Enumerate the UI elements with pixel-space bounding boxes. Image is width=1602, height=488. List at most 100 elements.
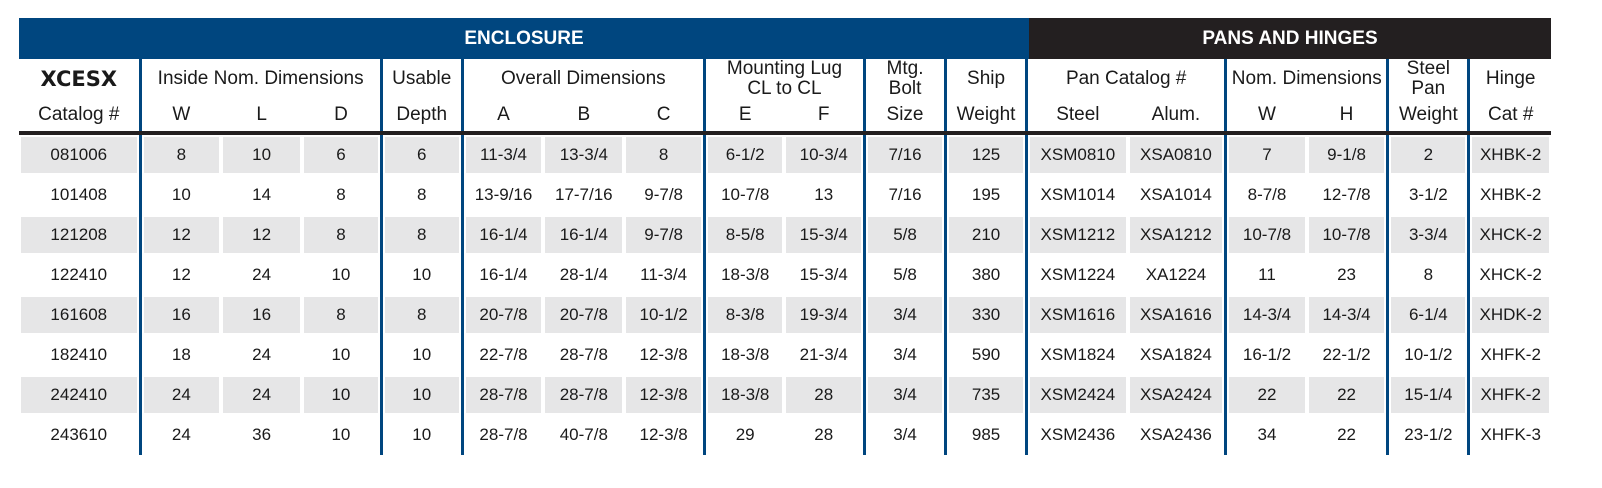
cell-pan-h: 22 xyxy=(1306,375,1388,415)
cell-catalog: 243610 xyxy=(50,425,108,444)
cell-c: 10-1/2 xyxy=(624,295,705,335)
ship-header: Ship xyxy=(944,59,1027,99)
w-subheader: W xyxy=(138,99,222,135)
cell-depth: 6 xyxy=(379,133,463,175)
cell-catalog: 121208 xyxy=(19,215,141,255)
cell-pan-weight: 3-1/2 xyxy=(1386,175,1469,215)
cell-f: 19-3/4 xyxy=(784,295,865,335)
cell-pan-alum: XSA1616 xyxy=(1127,295,1226,335)
cell-f: 13 xyxy=(814,185,834,204)
cell-a: 16-1/4 xyxy=(460,215,544,255)
cell-d: 8 xyxy=(302,295,382,335)
cell-hinge-cat: XHCK-2 xyxy=(1467,215,1551,255)
cell-e: 18-3/8 xyxy=(702,375,785,415)
cell-b: 17-7/16 xyxy=(554,185,613,204)
cell-depth: 8 xyxy=(379,175,463,215)
cell-b: 20-7/8 xyxy=(543,295,625,335)
cell-pan-weight: 10-1/2 xyxy=(1386,335,1469,375)
spec-table: ENCLOSURE PANS AND HINGES XCESX Inside N… xyxy=(19,18,1551,455)
cell-bolt-size: 5/8 xyxy=(862,215,946,255)
cell-depth: 10 xyxy=(379,255,463,295)
cell-pan-w: 16-1/2 xyxy=(1224,335,1307,375)
cell-depth: 8 xyxy=(379,295,463,335)
steel-pan-header: Steel Pan xyxy=(1386,59,1469,99)
cell-l: 12 xyxy=(221,215,303,255)
c-subheader: C xyxy=(624,99,705,135)
cell-c: 8 xyxy=(624,133,705,175)
brand-label: XCESX xyxy=(40,67,118,91)
table-body: 081006 8 10 6 6 11-3/4 13-3/4 8 6-1/2 10-3/4 7/16 1… xyxy=(19,133,1551,455)
cell-b: 28-7/8 xyxy=(543,375,625,415)
cell-depth: 10 xyxy=(379,415,463,455)
cell-a: 11-3/4 xyxy=(460,133,544,175)
cell-e: 29 xyxy=(702,415,785,455)
cell-pan-w: 7 xyxy=(1224,133,1307,175)
overall-dims-header: Overall Dimensions xyxy=(460,59,705,99)
cell-ship-weight: 735 xyxy=(944,375,1027,415)
pan-w-subheader: W xyxy=(1224,99,1307,135)
cell-a: 22-7/8 xyxy=(460,335,544,375)
cell-d: 10 xyxy=(331,425,351,444)
cell-e: 8-3/8 xyxy=(702,295,785,335)
cell-f: 21-3/4 xyxy=(799,345,848,364)
cell-pan-weight: 2 xyxy=(1386,133,1469,175)
hinge-cat-subheader: Cat # xyxy=(1467,99,1551,135)
cell-pan-alum: XA1224 xyxy=(1145,265,1207,284)
cell-l: 16 xyxy=(221,295,303,335)
cell-pan-h: 23 xyxy=(1337,265,1356,284)
cell-depth: 10 xyxy=(379,375,463,415)
d-subheader: D xyxy=(302,99,382,135)
cell-pan-alum: XSA1014 xyxy=(1140,185,1212,204)
cell-w: 12 xyxy=(138,215,222,255)
hinge-header: Hinge xyxy=(1467,59,1551,99)
cell-l: 24 xyxy=(252,345,272,364)
cell-f: 15-3/4 xyxy=(784,215,865,255)
cell-pan-weight: 3-3/4 xyxy=(1386,215,1469,255)
cell-hinge-cat: XHBK-2 xyxy=(1467,133,1551,175)
cell-pan-steel: XSM1224 xyxy=(1025,255,1128,295)
cell-w: 24 xyxy=(138,375,222,415)
cell-bolt-size: 5/8 xyxy=(862,255,946,295)
cell-bolt-size: 3/4 xyxy=(862,335,946,375)
cell-pan-alum: XSA2424 xyxy=(1127,375,1226,415)
cell-pan-steel: XSM2424 xyxy=(1025,375,1128,415)
cell-l: 10 xyxy=(221,133,303,175)
cell-pan-h: 22 xyxy=(1337,425,1356,444)
cell-catalog: 101408 xyxy=(50,185,108,204)
inside-dims-header: Inside Nom. Dimensions xyxy=(138,59,382,99)
table-header: XCESX Inside Nom. Dimensions Usable Over… xyxy=(19,59,1551,135)
cell-f: 10-3/4 xyxy=(784,133,865,175)
cell-d: 8 xyxy=(336,185,346,204)
cell-pan-h: 10-7/8 xyxy=(1306,215,1388,255)
cell-a: 13-9/16 xyxy=(460,175,544,215)
cell-pan-steel: XSM1212 xyxy=(1025,215,1128,255)
cell-pan-steel: XSM0810 xyxy=(1025,133,1128,175)
cell-bolt-size: 3/4 xyxy=(862,415,946,455)
cell-a: 16-1/4 xyxy=(460,255,544,295)
cell-ship-weight: 195 xyxy=(944,175,1027,215)
cell-hinge-cat: XHFK-2 xyxy=(1467,335,1551,375)
cell-catalog: 081006 xyxy=(19,133,141,175)
pan-weight-subheader: Weight xyxy=(1386,99,1469,135)
cell-c: 9-7/8 xyxy=(644,185,683,204)
weight-subheader: Weight xyxy=(944,99,1027,135)
cell-c: 9-7/8 xyxy=(624,215,705,255)
steel-subheader: Steel xyxy=(1025,99,1128,135)
size-subheader: Size xyxy=(862,99,946,135)
cell-c: 12-3/8 xyxy=(624,375,705,415)
cell-e: 6-1/2 xyxy=(702,133,785,175)
cell-pan-steel: XSM1014 xyxy=(1025,175,1128,215)
cell-b: 13-3/4 xyxy=(543,133,625,175)
cell-pan-alum: XSA0810 xyxy=(1127,133,1226,175)
alum-subheader: Alum. xyxy=(1127,99,1226,135)
cell-a: 28-7/8 xyxy=(460,375,544,415)
cell-f: 28 xyxy=(814,425,834,444)
cell-pan-steel: XSM1616 xyxy=(1025,295,1128,335)
catalog-table: XCESX Inside Nom. Dimensions Usable Over… xyxy=(19,59,1551,455)
cell-b: 16-1/4 xyxy=(543,215,625,255)
cell-d: 10 xyxy=(302,375,382,415)
mounting-lug-header: Mounting Lug CL to CL xyxy=(702,59,865,99)
table-row: 081006 8 10 6 6 11-3/4 13-3/4 8 6-1/2 10-3/4 7/16 1… xyxy=(19,133,1551,175)
cell-pan-w: 10-7/8 xyxy=(1224,215,1307,255)
cell-catalog: 182410 xyxy=(50,345,108,364)
